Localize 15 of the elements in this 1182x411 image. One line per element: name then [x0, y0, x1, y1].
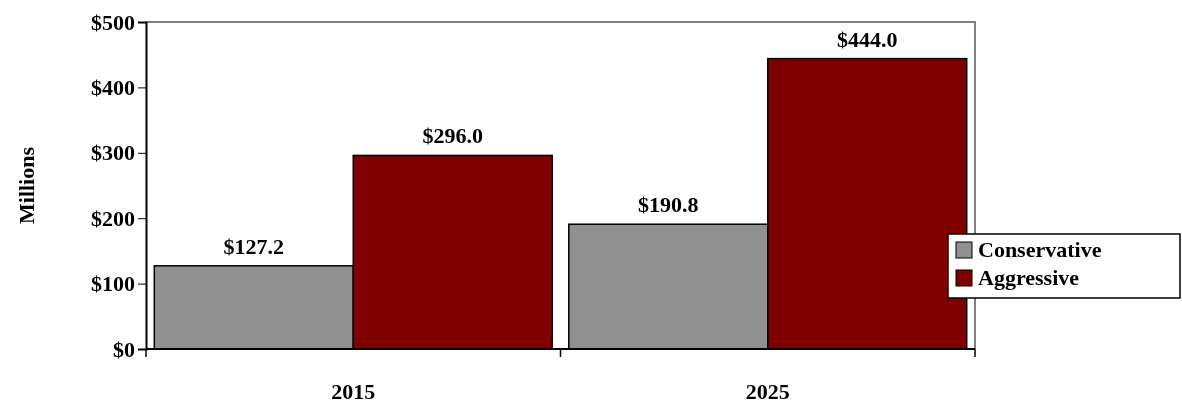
- data-label: $127.2: [223, 233, 285, 259]
- data-label: $444.0: [836, 26, 898, 52]
- x-tick-label: 2015: [331, 379, 376, 404]
- y-tick-label: $100: [91, 271, 135, 297]
- legend-label: Aggressive: [978, 265, 1080, 290]
- y-axis-title: Millions: [14, 146, 39, 225]
- legend-label: Conservative: [978, 237, 1102, 262]
- y-tick-label: $400: [91, 74, 135, 100]
- data-label: $296.0: [422, 123, 483, 149]
- y-tick-label: $200: [91, 205, 135, 231]
- data-label: $190.8: [638, 192, 699, 218]
- y-tick-label: $500: [91, 9, 135, 35]
- x-tick-label: 2025: [745, 379, 790, 404]
- y-tick-label: $300: [91, 140, 135, 166]
- y-tick-label: $0: [113, 336, 135, 362]
